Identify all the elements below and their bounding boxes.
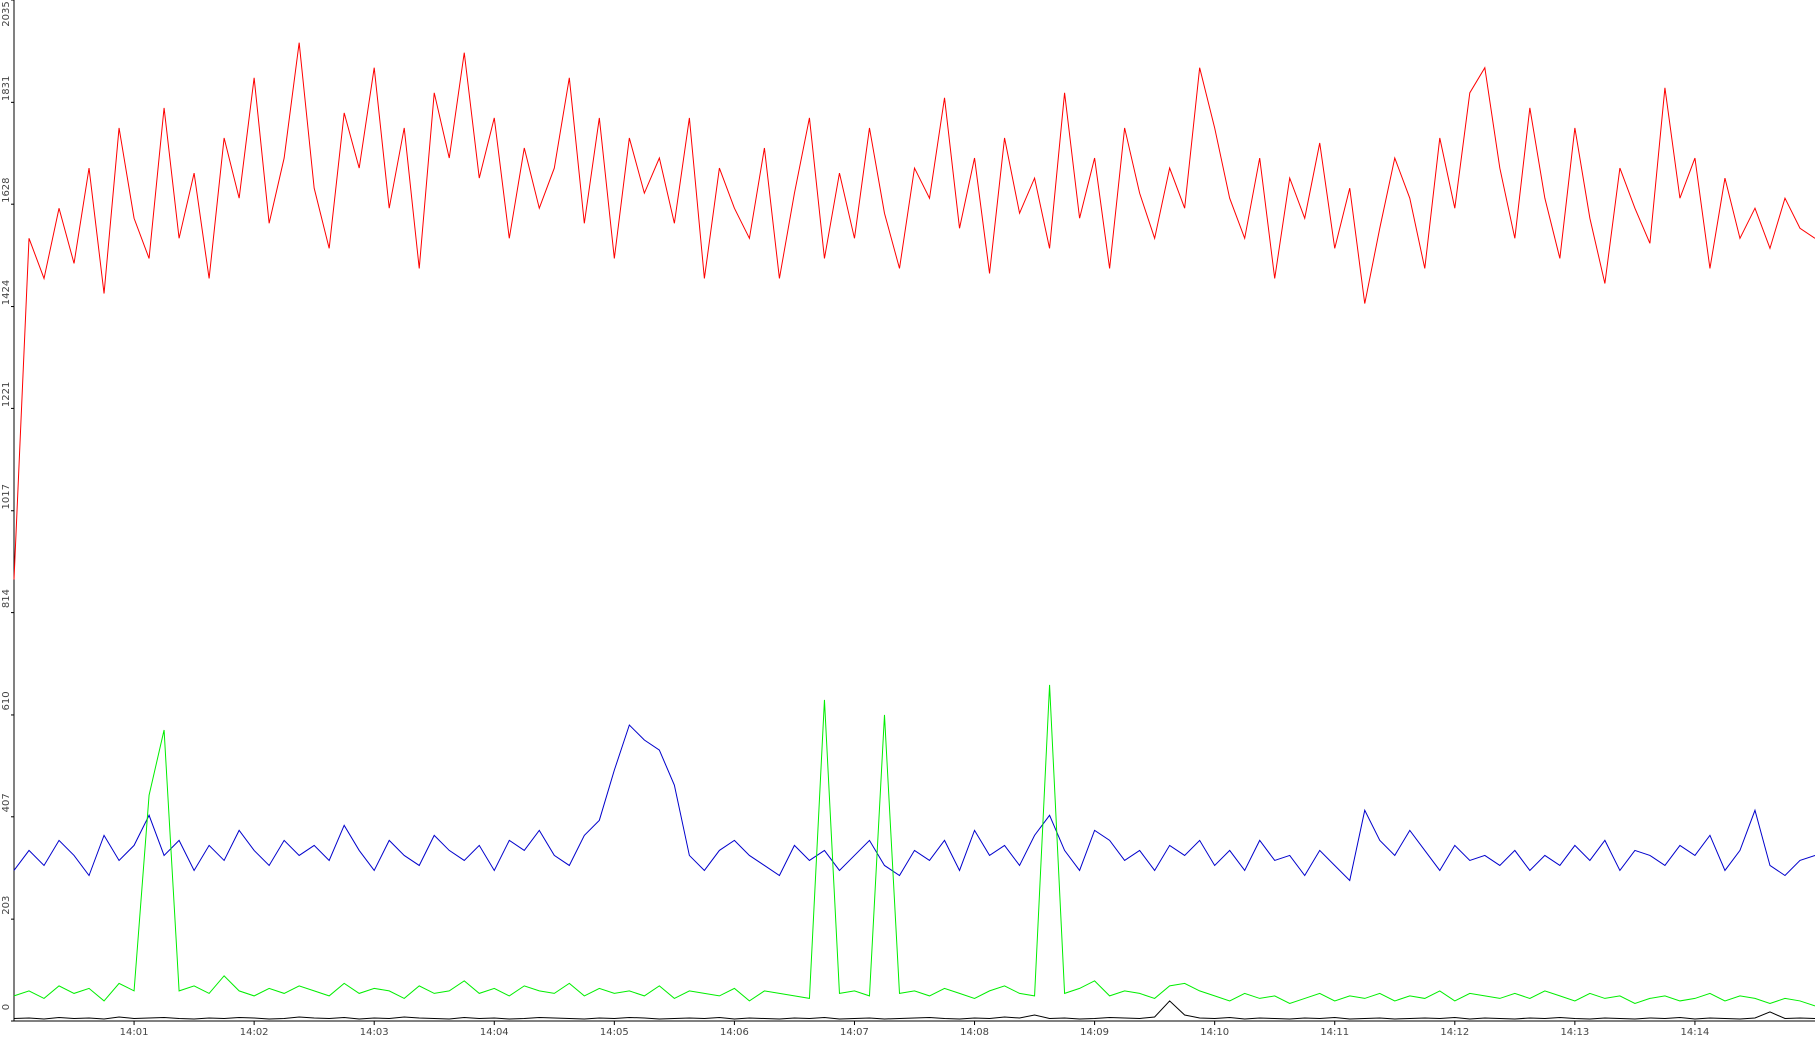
x-tick-label: 14:12 — [1440, 1027, 1469, 1038]
series-line — [13, 1000, 1815, 1020]
x-tick-label: 14:11 — [1320, 1027, 1349, 1038]
y-tick-label: 1424 — [1, 280, 12, 305]
x-tick-label: 14:05 — [600, 1027, 629, 1038]
y-tick-label: 1221 — [1, 382, 12, 407]
y-tick-label: 610 — [1, 691, 12, 710]
x-tick-label: 14:06 — [720, 1027, 749, 1038]
x-tick-label: 14:13 — [1560, 1027, 1589, 1038]
x-tick-label: 14:01 — [120, 1027, 149, 1038]
series-line — [13, 42, 1815, 580]
y-tick-label: 1831 — [1, 76, 12, 101]
y-tick-label: 1017 — [1, 484, 12, 509]
y-tick-label: 1628 — [1, 177, 12, 202]
series-line — [13, 684, 1815, 1007]
x-tick-label: 14:10 — [1200, 1027, 1229, 1038]
x-tick-label: 14:07 — [840, 1027, 869, 1038]
y-tick-label: 814 — [1, 589, 12, 608]
x-tick-label: 14:09 — [1080, 1027, 1109, 1038]
x-tick-label: 14:03 — [360, 1027, 389, 1038]
x-tick-label: 14:04 — [480, 1027, 509, 1038]
x-tick-label: 14:02 — [240, 1027, 269, 1038]
x-tick-label: 14:14 — [1681, 1027, 1710, 1038]
y-tick-label: 2035 — [1, 1, 12, 26]
series-line — [13, 724, 1815, 882]
y-tick-label: 0 — [1, 1004, 12, 1010]
y-tick-label: 407 — [1, 793, 12, 812]
x-tick-label: 14:08 — [960, 1027, 989, 1038]
y-tick-label: 203 — [1, 896, 12, 915]
